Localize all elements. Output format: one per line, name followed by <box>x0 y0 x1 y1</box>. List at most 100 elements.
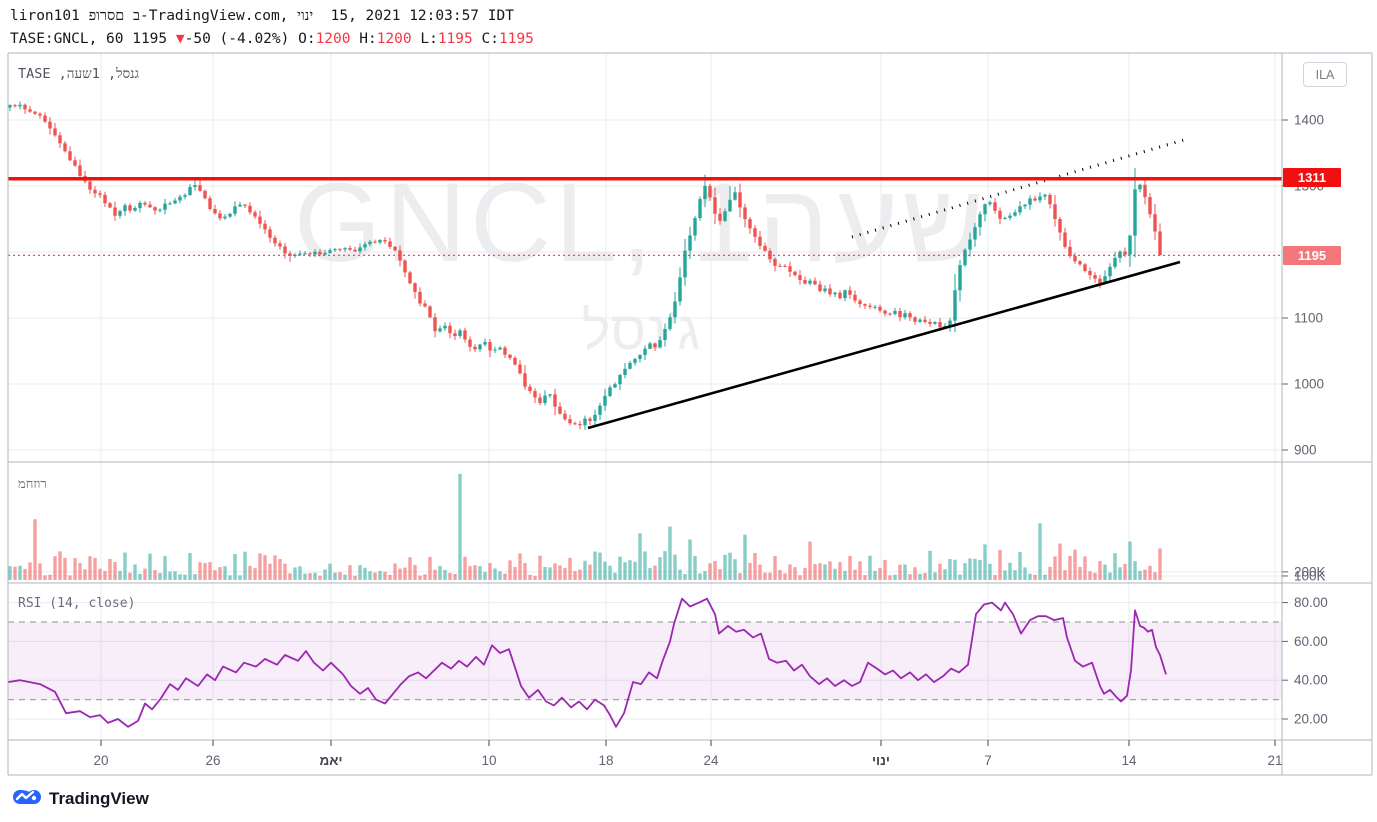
volume-bar <box>93 557 97 580</box>
candle-body <box>963 249 967 266</box>
volume-bar <box>1128 541 1132 580</box>
volume-bar <box>343 574 347 580</box>
candle-body <box>1103 276 1107 284</box>
volume-bar <box>823 564 827 580</box>
symbol-ohlc-line: TASE:GNCL, 60 1195 ▼-50 (-4.02%) O:1200 … <box>10 31 534 47</box>
candle-body <box>338 249 342 251</box>
candle-body <box>368 241 372 245</box>
volume-bar <box>58 551 62 580</box>
volume-bar <box>1008 562 1012 580</box>
candle-body <box>928 321 932 324</box>
candle-body <box>78 165 82 176</box>
candle-body <box>248 205 252 213</box>
candle-body <box>518 364 522 374</box>
volume-bar <box>473 565 477 580</box>
candle-body <box>698 199 702 219</box>
candle-body <box>1073 256 1077 262</box>
candle-body <box>68 151 72 161</box>
volume-bar <box>608 565 612 580</box>
candle-body <box>298 253 302 255</box>
volume-bar <box>818 563 822 580</box>
candle-body <box>388 241 392 247</box>
candle-body <box>738 192 742 208</box>
candle-body <box>563 413 567 420</box>
candle-body <box>758 236 762 246</box>
main-pane-legend[interactable]: גנסל, 1שעה, TASE <box>18 66 139 82</box>
volume-bar <box>1138 570 1142 580</box>
volume-bar <box>218 567 222 580</box>
volume-bar <box>1103 564 1107 580</box>
candle-body <box>988 202 992 205</box>
volume-bar <box>1043 574 1047 580</box>
volume-bar <box>878 567 882 580</box>
candle-body <box>878 306 882 311</box>
volume-bar <box>178 574 182 580</box>
volume-bar <box>943 569 947 580</box>
candle-body <box>1108 266 1112 277</box>
candle-body <box>383 239 387 242</box>
candle-body <box>1058 218 1062 233</box>
volume-bar <box>383 571 387 580</box>
low-value: 1195 <box>437 31 482 47</box>
volume-bar <box>1068 555 1072 580</box>
volume-bar <box>643 551 647 580</box>
candle-body <box>488 342 492 351</box>
candle-body <box>933 322 937 324</box>
volume-bar <box>358 565 362 580</box>
tradingview-logo-icon <box>13 790 41 804</box>
volume-bar <box>983 544 987 580</box>
candle-body <box>143 202 147 205</box>
tradingview-logo-text: TradingView <box>49 789 149 808</box>
volume-bar <box>378 570 382 580</box>
volume-bar <box>463 556 467 580</box>
volume-bar <box>593 551 597 580</box>
rsi-band <box>8 622 1282 700</box>
volume-bar <box>978 559 982 580</box>
volume-bar <box>248 565 252 580</box>
volume-bar <box>993 575 997 580</box>
currency-toggle-button[interactable]: ILA <box>1303 62 1347 87</box>
candle-body <box>483 342 487 345</box>
volume-bar <box>623 562 627 580</box>
volume-bar <box>73 558 77 580</box>
candle-body <box>688 235 692 251</box>
tradingview-logo[interactable]: TradingView <box>12 786 149 812</box>
candle-body <box>533 391 537 398</box>
candle-body <box>683 250 687 278</box>
volume-bar <box>418 575 422 580</box>
volume-bar <box>648 567 652 580</box>
close-label: C: <box>481 31 499 47</box>
candle-body <box>713 197 717 214</box>
candle-body <box>783 265 787 267</box>
volume-bar <box>963 563 967 580</box>
volume-bar <box>543 567 547 580</box>
time-tick-label: 18 <box>598 753 613 768</box>
volume-bar <box>843 570 847 580</box>
price-tick-label: 1100 <box>1294 311 1323 326</box>
candle-body <box>58 135 62 144</box>
volume-bar <box>578 569 582 580</box>
rsi-pane-label[interactable]: RSI (14, close) <box>18 596 136 611</box>
time-tick-label: מאי <box>319 753 342 768</box>
volume-bar <box>868 555 872 580</box>
volume-bar <box>813 564 817 580</box>
candle-body <box>428 306 432 318</box>
candle-body <box>373 241 377 243</box>
candle-body <box>808 280 812 284</box>
volume-bar <box>1098 561 1102 580</box>
candle-body <box>883 310 887 314</box>
volume-pane-label[interactable]: מחזור <box>18 477 47 492</box>
candle-body <box>803 279 807 284</box>
candle-body <box>1078 261 1082 265</box>
volume-bar <box>123 552 127 580</box>
price-tick-label: 1000 <box>1294 377 1324 392</box>
candle-body <box>1133 189 1137 236</box>
volume-bar <box>263 555 267 580</box>
candle-body <box>848 290 852 295</box>
candle-body <box>693 218 697 236</box>
volume-bar <box>908 574 912 580</box>
volume-bar <box>903 564 907 580</box>
volume-bar <box>283 563 287 580</box>
